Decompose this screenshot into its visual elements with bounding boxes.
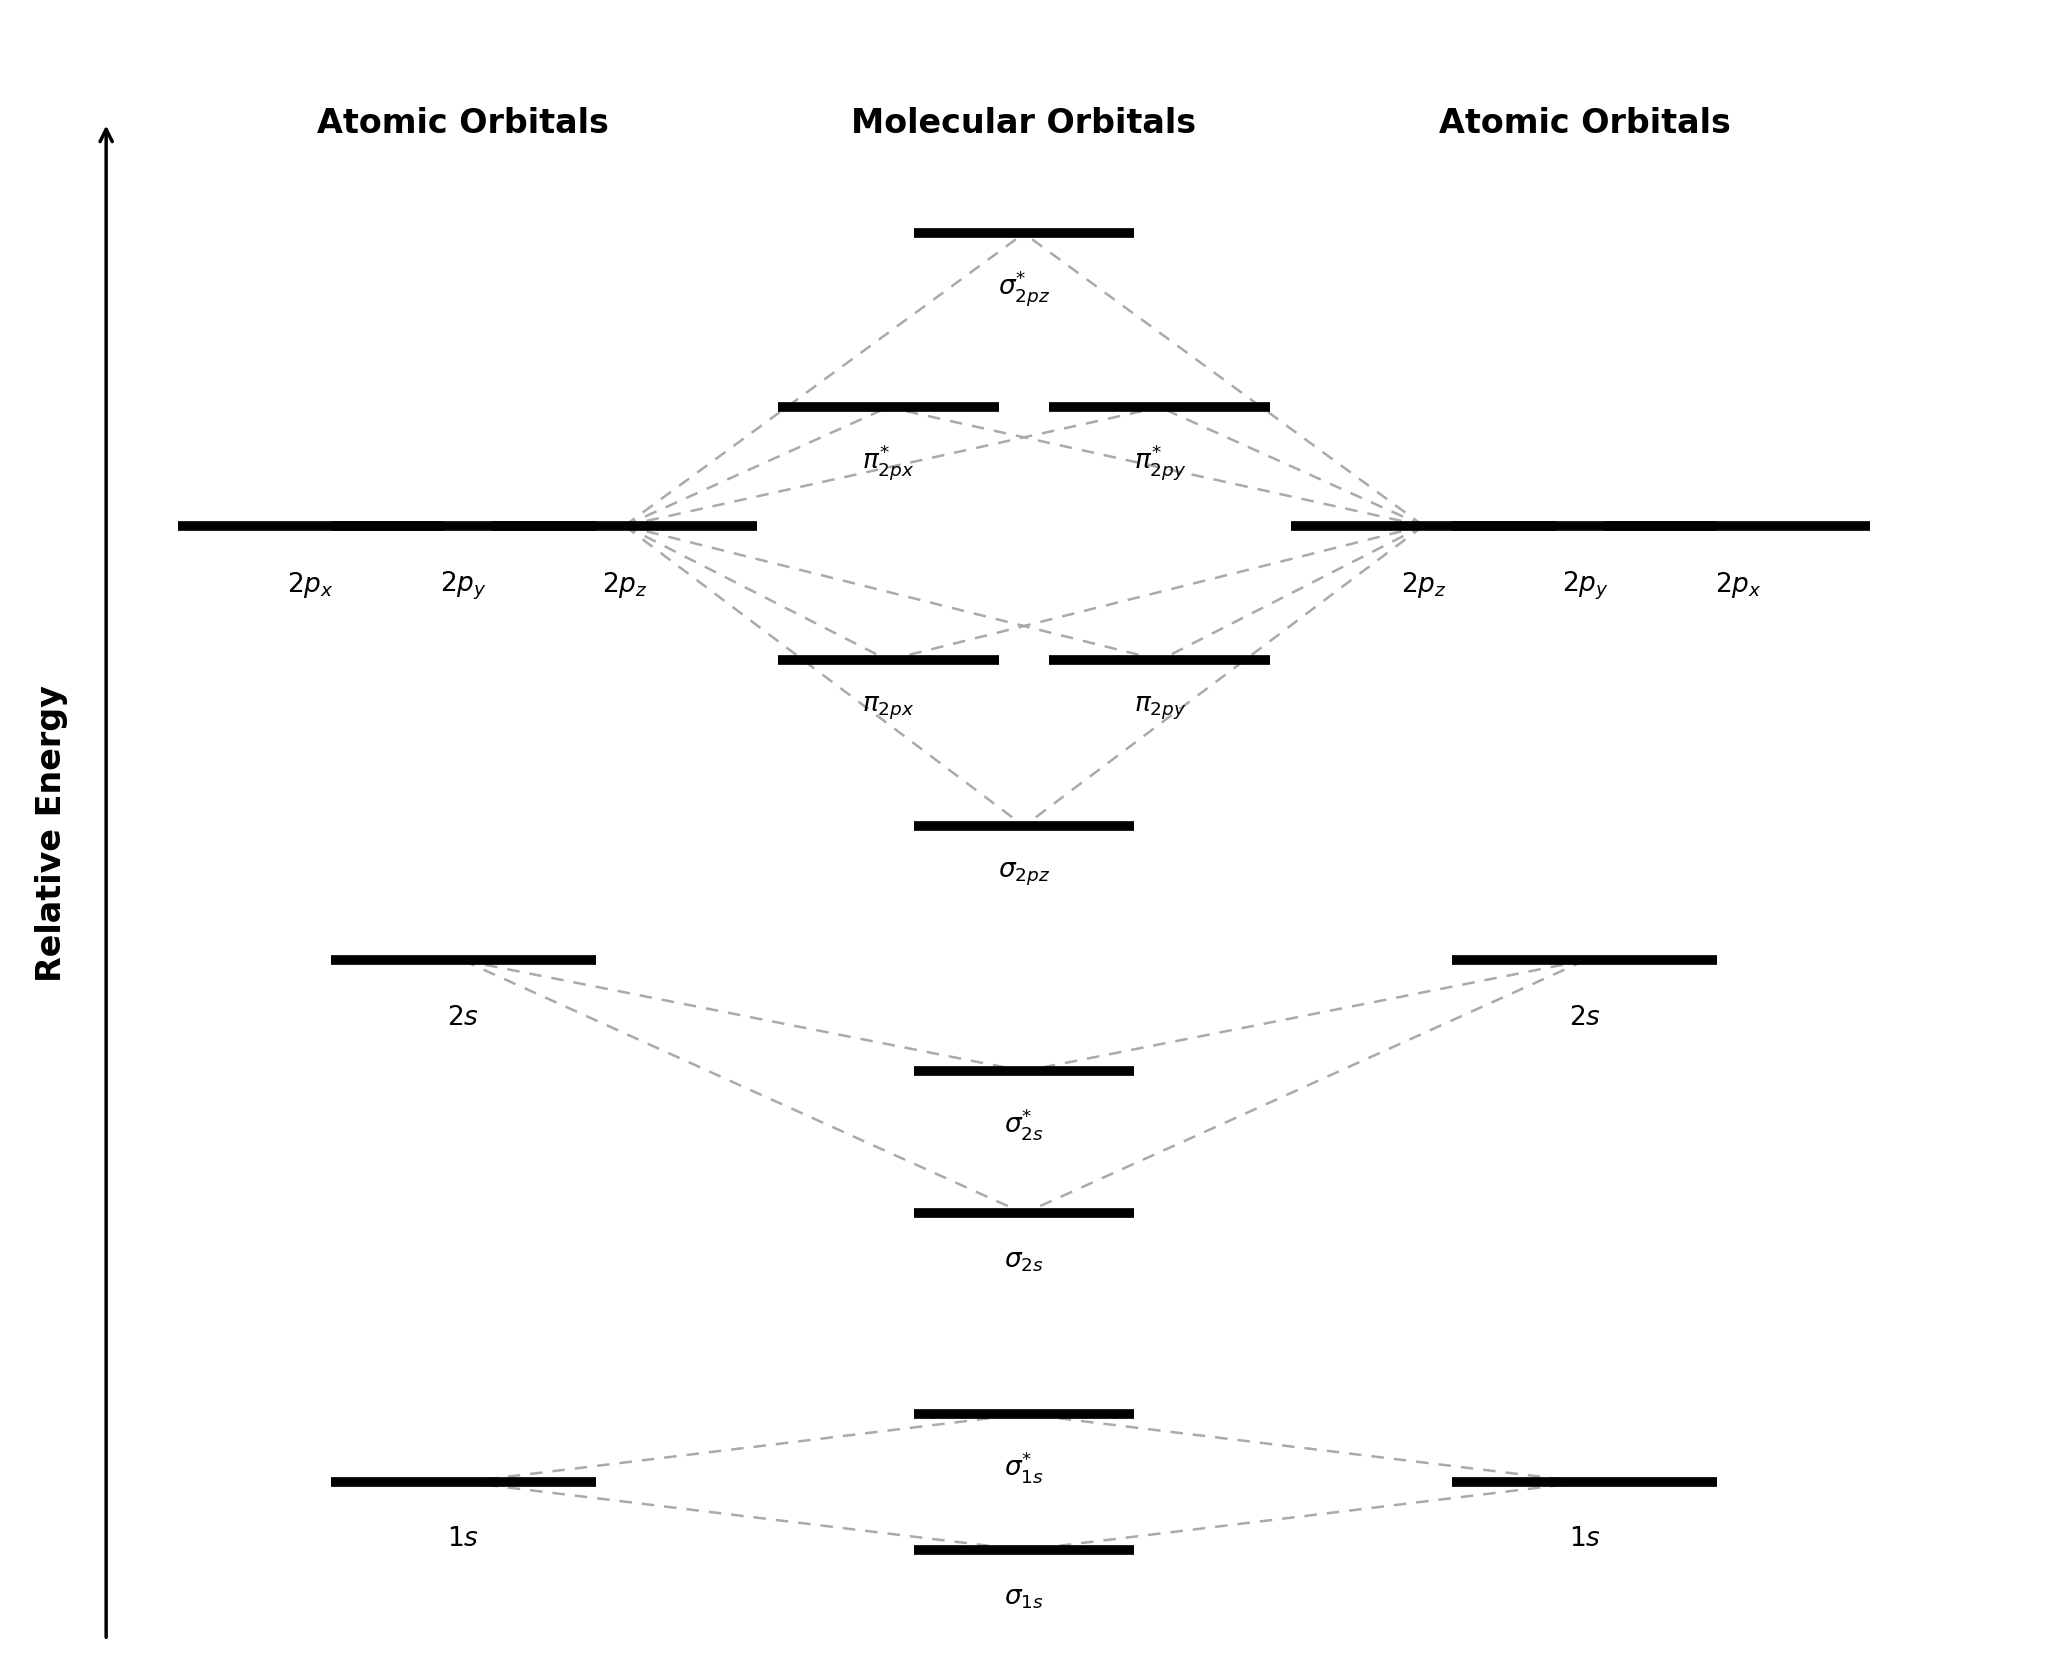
Text: $2s$: $2s$	[1569, 1004, 1602, 1031]
Text: $\sigma^{*}_{2s}$: $\sigma^{*}_{2s}$	[1004, 1106, 1044, 1143]
Text: $\sigma^{*}_{1s}$: $\sigma^{*}_{1s}$	[1004, 1449, 1044, 1485]
Text: $\pi^{*}_{2py}$: $\pi^{*}_{2py}$	[1135, 442, 1186, 482]
Text: $\sigma_{2pz}$: $\sigma_{2pz}$	[997, 861, 1051, 887]
Text: $1s$: $1s$	[1569, 1526, 1602, 1553]
Text: $\pi_{2py}$: $\pi_{2py}$	[1135, 696, 1186, 722]
Text: $2p_{y}$: $2p_{y}$	[1561, 570, 1608, 602]
Text: $2p_{z}$: $2p_{z}$	[1401, 570, 1446, 600]
Text: Molecular Orbitals: Molecular Orbitals	[852, 107, 1196, 140]
Text: $\pi_{2px}$: $\pi_{2px}$	[862, 696, 913, 722]
Text: $\sigma_{2s}$: $\sigma_{2s}$	[1004, 1248, 1044, 1274]
Text: $1s$: $1s$	[446, 1526, 479, 1553]
Text: $2p_{x}$: $2p_{x}$	[1714, 570, 1761, 600]
Text: Atomic Orbitals: Atomic Orbitals	[1440, 107, 1731, 140]
Text: Atomic Orbitals: Atomic Orbitals	[317, 107, 608, 140]
Text: $\pi^{*}_{2px}$: $\pi^{*}_{2px}$	[862, 442, 913, 482]
Text: $2p_{x}$: $2p_{x}$	[287, 570, 334, 600]
Text: $2p_{y}$: $2p_{y}$	[440, 570, 487, 602]
Text: $\sigma_{1s}$: $\sigma_{1s}$	[1004, 1585, 1044, 1611]
Text: $\sigma^{*}_{2pz}$: $\sigma^{*}_{2pz}$	[997, 269, 1051, 309]
Text: Relative Energy: Relative Energy	[35, 686, 68, 982]
Text: $2s$: $2s$	[446, 1004, 479, 1031]
Text: $2p_{z}$: $2p_{z}$	[602, 570, 647, 600]
